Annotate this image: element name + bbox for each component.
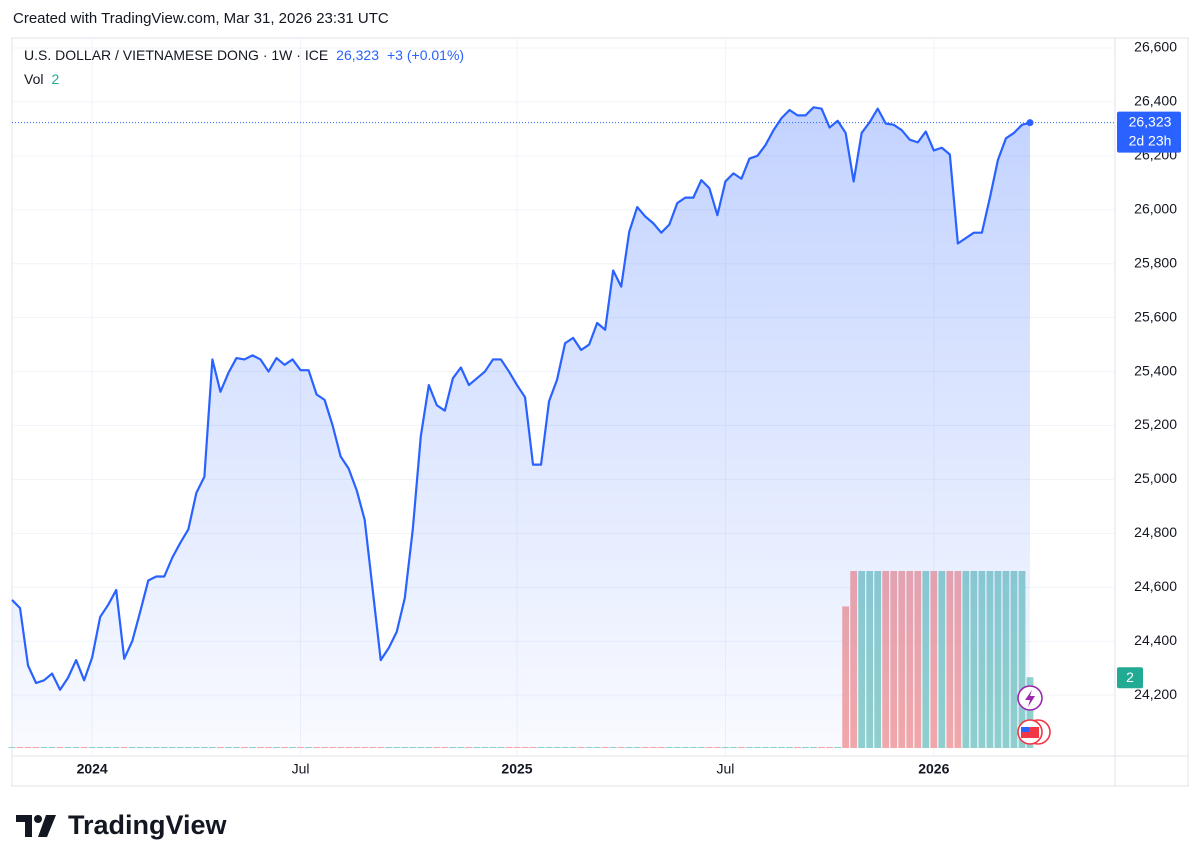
volume-name: Vol xyxy=(24,71,44,87)
y-tick-label: 25,000 xyxy=(1134,470,1177,486)
y-tick-label: 25,600 xyxy=(1134,308,1177,324)
y-tick-label: 24,400 xyxy=(1134,632,1177,648)
flag-icon xyxy=(1021,727,1039,738)
countdown: 2d 23h xyxy=(1129,132,1172,148)
price-change: +3 (+0.01%) xyxy=(387,47,465,63)
chart-frame xyxy=(11,37,1189,787)
price-line xyxy=(11,106,1031,691)
area-fill xyxy=(12,107,1030,749)
volume-label-bg xyxy=(1117,667,1143,689)
y-tick-label: 25,200 xyxy=(1134,416,1177,432)
header: Created with TradingView.com, Mar 31, 20… xyxy=(13,10,389,27)
event-icon xyxy=(1025,690,1035,707)
x-tick-label: Jul xyxy=(716,761,734,777)
y-tick-label: 26,400 xyxy=(1134,93,1177,109)
y-tick-label: 25,400 xyxy=(1134,362,1177,378)
y-tick-label: 24,600 xyxy=(1134,578,1177,594)
last-price: 26,323 xyxy=(336,47,379,63)
y-tick-label: 26,000 xyxy=(1134,200,1177,216)
price-label-bg xyxy=(1117,111,1181,153)
logo-icon xyxy=(16,814,56,837)
volume-legend: Vol 2 xyxy=(24,71,59,87)
x-tick-label: 2026 xyxy=(918,761,949,777)
legend: U.S. DOLLAR / VIETNAMESE DONG · 1W · ICE… xyxy=(24,47,464,63)
symbol-title: U.S. DOLLAR / VIETNAMESE DONG · 1W · ICE xyxy=(24,47,329,63)
x-tick-label: 2025 xyxy=(501,761,532,777)
x-tick-label: Jul xyxy=(292,761,310,777)
flag-icon xyxy=(1021,727,1029,732)
last-point xyxy=(1026,119,1034,127)
volume-last: 2 xyxy=(51,71,60,87)
x-tick-label: 2024 xyxy=(77,761,108,777)
logo: TradingView xyxy=(16,810,227,841)
y-tick-label: 24,200 xyxy=(1134,686,1177,702)
y-tick-label: 24,800 xyxy=(1134,524,1177,540)
y-tick-label: 25,800 xyxy=(1134,254,1177,270)
brand: TradingView xyxy=(68,810,227,840)
price-label: 26,323 xyxy=(1129,113,1172,129)
y-tick-label: 26,600 xyxy=(1134,39,1177,55)
volume-label: 2 xyxy=(1126,669,1134,685)
